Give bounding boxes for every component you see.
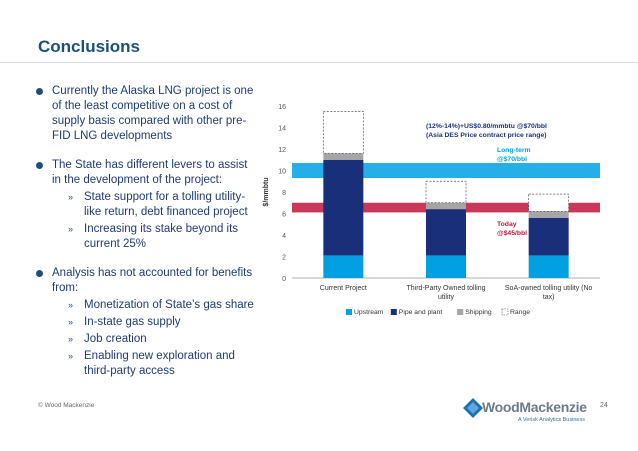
- x-category-label: Third-Party Owned tolling: [407, 285, 486, 292]
- slide-title: Conclusions: [38, 37, 141, 56]
- bar-shipping: [323, 153, 364, 160]
- sub-bullet-text: Increasing its stake beyond its current …: [84, 223, 239, 250]
- band-label-longterm-price: @$70/bbl: [497, 156, 527, 163]
- sub-bullet-text: In-state gas supply: [84, 316, 181, 328]
- sub-bullet-text: Monetization of State’s gas share: [84, 299, 254, 311]
- title-bar: Conclusions: [0, 0, 638, 63]
- band-label-today-price: @$45/bbl: [497, 230, 527, 237]
- copyright-footer: © Wood Mackenzie: [38, 402, 95, 409]
- sub-bullet-marker-icon: »: [68, 317, 74, 327]
- chart-annotation: (Asia DES Price contract price range): [426, 132, 547, 139]
- sub-bullet-item: » Enabling new exploration and third-part…: [52, 349, 256, 379]
- sub-bullet-item: » Monetization of State’s gas share: [52, 298, 256, 313]
- bullet-dot-icon: [36, 162, 43, 169]
- y-tick-label: 10: [278, 169, 286, 176]
- bullet-list: Currently the Alaska LNG project is one …: [36, 84, 256, 393]
- bullet-item: Currently the Alaska LNG project is one …: [36, 84, 256, 144]
- legend-label: Range: [510, 309, 530, 316]
- band-label-today: Today: [497, 221, 517, 228]
- logo-mark-icon: [463, 398, 483, 418]
- bullet-item: The State has different levers to assist…: [36, 158, 256, 252]
- band-label-longterm: Long-term: [497, 147, 531, 154]
- y-tick-label: 6: [282, 212, 286, 219]
- bar-upstream: [528, 255, 569, 278]
- bullet-text: Currently the Alaska LNG project is one …: [52, 85, 254, 142]
- legend-swatch: [390, 309, 397, 315]
- price-band: [292, 162, 600, 179]
- cost-of-supply-chart: 0 2 4 6 8 10 12 14 16 $/mmbtu Current Project Third…: [263, 104, 600, 316]
- bar-range: [322, 111, 364, 154]
- title-divider: [0, 62, 638, 63]
- y-tick-label: 14: [278, 126, 286, 133]
- legend-swatch: [501, 308, 509, 316]
- sub-bullet-marker-icon: »: [68, 334, 74, 344]
- bar-shipping: [426, 202, 466, 210]
- sub-bullet-item: » Increasing its stake beyond its current…: [52, 222, 256, 252]
- bar-upstream: [426, 255, 466, 278]
- logo-tagline: A Verisk Analytics Business: [518, 417, 585, 423]
- sub-bullet-item: » In-state gas supply: [52, 315, 256, 330]
- y-axis-title: $/mmbtu: [263, 177, 270, 206]
- bar-pipe-and-plant: [426, 209, 466, 256]
- legend-swatch: [346, 309, 352, 315]
- bar-pipe-and-plant: [528, 217, 569, 256]
- bar-range: [528, 193, 570, 212]
- wood-mackenzie-logo: WoodMackenzie A Verisk Analytics Busines…: [462, 397, 587, 424]
- x-category-label: Current Project: [320, 285, 367, 292]
- legend-swatch: [457, 309, 464, 315]
- bar-shipping: [528, 211, 569, 218]
- bullet-dot-icon: [36, 270, 43, 277]
- legend-label: Shipping: [465, 309, 492, 316]
- bar-pipe-and-plant: [323, 159, 364, 256]
- sub-bullet-text: Enabling new exploration and third-party…: [84, 350, 235, 377]
- bullet-text: Analysis has not accounted for benefits …: [52, 267, 253, 294]
- y-tick-label: 0: [282, 276, 286, 283]
- sub-bullet-marker-icon: »: [68, 192, 74, 202]
- sub-bullet-text: State support for a tolling utility-like…: [84, 191, 248, 218]
- sub-bullet-item: » Job creation: [52, 332, 256, 347]
- y-tick-label: 4: [282, 233, 286, 240]
- sub-bullet-marker-icon: »: [68, 300, 74, 310]
- chart-annotation: (12%-14%)+US$0.80/mmbtu @$70/bbl: [426, 123, 547, 130]
- y-tick-label: 2: [282, 255, 286, 262]
- sub-bullet-marker-icon: »: [68, 351, 74, 361]
- sub-bullet-text: Job creation: [84, 333, 147, 345]
- x-category-label: tax): [543, 294, 555, 301]
- y-tick-label: 8: [282, 190, 286, 197]
- legend-label: Upstream: [354, 309, 384, 316]
- x-category-label: SoA-owned tolling utility (No: [505, 285, 593, 292]
- bullet-text: The State has different levers to assist…: [52, 159, 248, 186]
- bar-range: [425, 180, 467, 204]
- y-tick-label: 12: [278, 147, 286, 154]
- logo-wordmark: WoodMackenzie: [482, 399, 587, 415]
- sub-bullet-marker-icon: »: [68, 224, 74, 234]
- x-category-label: utility: [438, 294, 454, 301]
- bullet-item: Analysis has not accounted for benefits …: [36, 266, 256, 379]
- bar-upstream: [323, 255, 364, 278]
- sub-bullet-item: » State support for a tolling utility-lik…: [52, 190, 256, 220]
- bullet-dot-icon: [36, 88, 43, 95]
- y-tick-label: 16: [278, 104, 286, 111]
- page-number: 24: [600, 402, 608, 409]
- legend-label: Pipe and plant: [399, 309, 443, 316]
